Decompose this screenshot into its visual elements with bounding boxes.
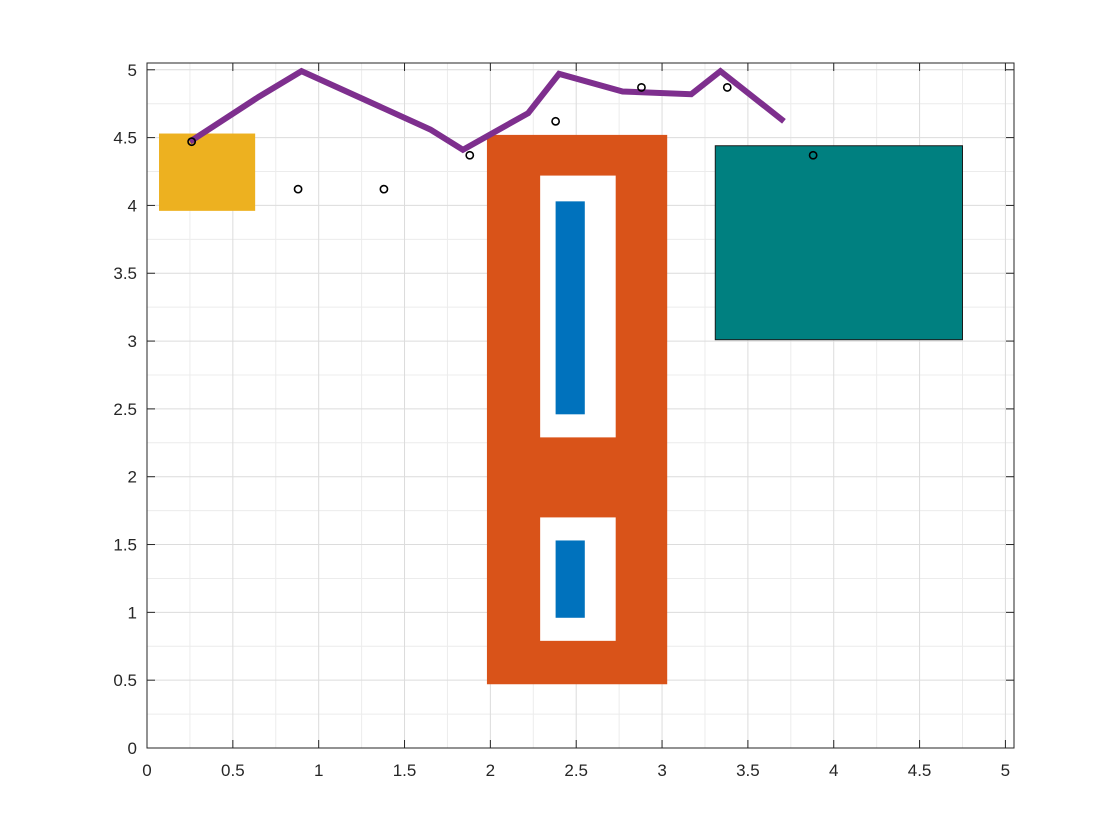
y-tick-label: 4 — [128, 196, 137, 215]
x-tick-label: 2 — [486, 761, 495, 780]
x-tick-label: 4 — [829, 761, 838, 780]
y-tick-label: 2 — [128, 468, 137, 487]
data-point — [379, 184, 389, 194]
y-tick-label: 0.5 — [113, 671, 137, 690]
data-point — [722, 83, 732, 92]
data-point — [293, 184, 303, 194]
x-tick-label: 4.5 — [908, 761, 932, 780]
y-tick-label: 1.5 — [113, 536, 137, 555]
blue-bar-lower — [555, 540, 585, 618]
x-tick-label: 3 — [657, 761, 666, 780]
data-point — [808, 150, 818, 160]
y-tick-label: 4.5 — [113, 129, 137, 148]
marker-series — [187, 83, 818, 194]
y-tick-label: 3.5 — [113, 264, 137, 283]
y-tick-label: 3 — [128, 332, 137, 351]
x-tick-label: 5 — [1001, 761, 1010, 780]
data-point — [187, 137, 197, 147]
x-tick-label: 1 — [314, 761, 323, 780]
axes-box — [146, 62, 1015, 749]
x-tick-label: 0.5 — [221, 761, 245, 780]
yellow-block — [159, 133, 256, 211]
purple-line — [188, 67, 786, 154]
data-point — [465, 150, 475, 160]
y-tick-label: 1 — [128, 603, 137, 622]
line-series — [188, 67, 786, 154]
y-tick-label: 2.5 — [113, 400, 137, 419]
data-point — [637, 83, 646, 92]
blue-bar-upper — [555, 201, 585, 415]
y-tick-labels: 0 0.5 1 1.5 2 2.5 3 3.5 4 4.5 5 — [113, 61, 137, 758]
x-tick-label: 1.5 — [393, 761, 417, 780]
x-tick-label: 0 — [142, 761, 151, 780]
x-tick-label: 3.5 — [736, 761, 760, 780]
y-tick-label: 0 — [128, 739, 137, 758]
y-tick-label: 5 — [128, 61, 137, 80]
rectangles — [159, 133, 963, 685]
x-tick-label: 2.5 — [564, 761, 588, 780]
data-point — [551, 116, 561, 126]
ticks — [146, 63, 1014, 749]
x-tick-labels: 0 0.5 1 1.5 2 2.5 3 3.5 4 4.5 5 — [142, 761, 1010, 780]
teal-block — [714, 145, 963, 341]
